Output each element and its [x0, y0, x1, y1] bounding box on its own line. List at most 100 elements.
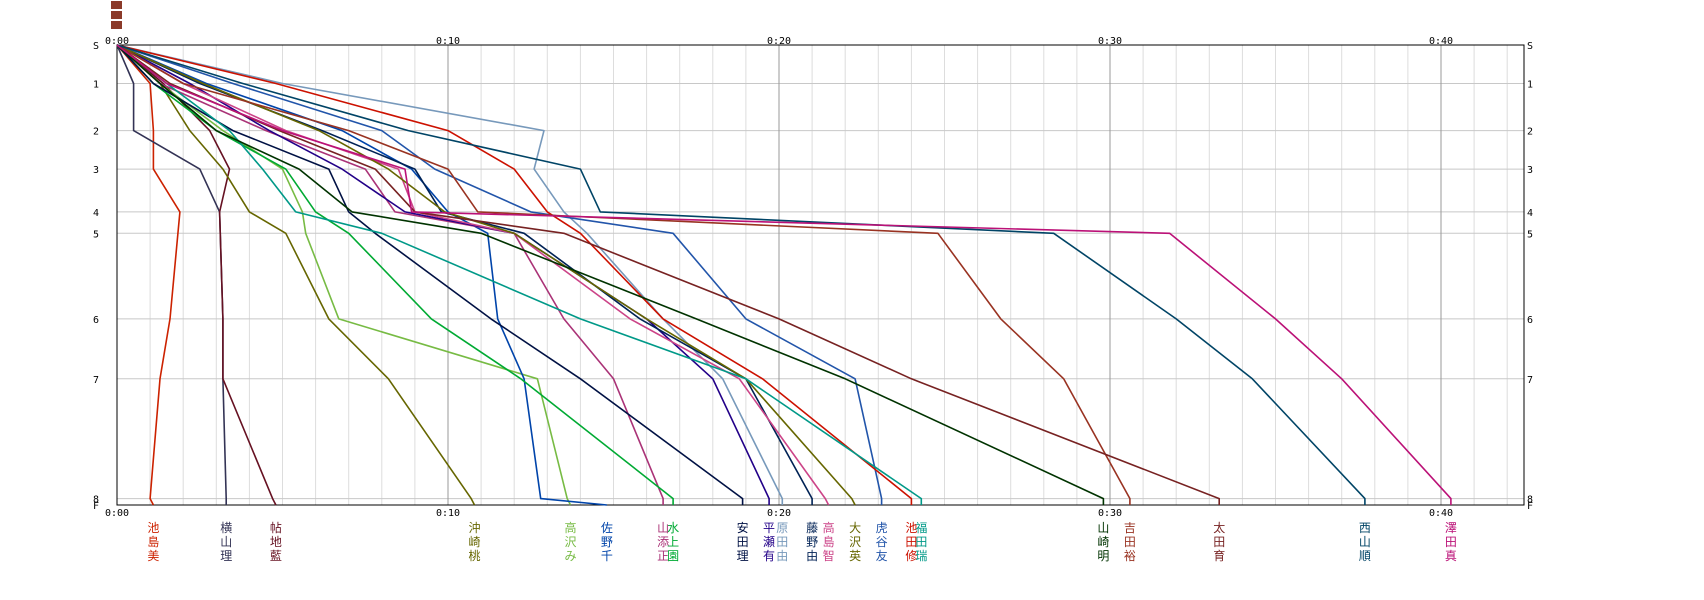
y-station-label-right: 5 — [1527, 229, 1533, 240]
series-line — [116, 44, 674, 505]
y-station-label-left: 5 — [93, 229, 99, 240]
series-name-char: 修 — [905, 548, 917, 563]
y-station-labels-right: S 1 2 3 4 5 6 7 8F — [1527, 41, 1533, 512]
series-name-char: 有 — [763, 549, 775, 563]
y-station-label-left: 7 — [93, 375, 99, 386]
series-name-char: 瀬 — [763, 535, 775, 549]
series-name-char: 地 — [270, 535, 282, 549]
series-name-char: 美 — [147, 549, 159, 563]
y-station-label-left: 2 — [93, 127, 99, 138]
series-name-char: 理 — [737, 549, 749, 563]
series-name-char: 添 — [657, 535, 669, 549]
x-tick-label-bottom: 0:20 — [767, 508, 791, 519]
series-name-char: 由 — [776, 549, 788, 563]
series-name-char: 澤 — [1445, 521, 1457, 535]
series-name-char: 田 — [1213, 535, 1225, 549]
plot-frame — [116, 44, 1525, 506]
series-name-char: 智 — [823, 548, 835, 563]
series-name-char: 原 — [776, 521, 788, 535]
series-line — [116, 44, 664, 505]
series-name-char: 高 — [564, 520, 576, 535]
series-line — [116, 44, 770, 505]
series-name-char: 山 — [657, 521, 669, 535]
series-name-label: 吉田裕 — [1124, 521, 1136, 563]
series-name-char: 太 — [1213, 520, 1225, 535]
legend-marker-stack — [111, 1, 122, 29]
series-name-char: 田 — [776, 535, 788, 549]
series-name-char: 順 — [1359, 549, 1371, 563]
series-name-char: 佐 — [601, 521, 613, 535]
series-name-char: 高 — [823, 520, 835, 535]
series-name-char: 谷 — [876, 535, 888, 549]
series-name-char: 沢 — [849, 535, 861, 549]
series-name-char: 池 — [147, 521, 159, 535]
series-name-label: 虎谷友 — [876, 521, 888, 563]
series-name-label: 原田由 — [776, 521, 788, 563]
series-name-char: 裕 — [1124, 548, 1136, 563]
x-tick-label-top: 0:10 — [436, 36, 460, 47]
series-name-char: 山 — [220, 535, 232, 549]
series-line — [116, 44, 607, 506]
series-line — [116, 44, 923, 505]
y-station-labels-left: S 1 2 3 4 5 6 7 8F — [93, 41, 99, 512]
series-line — [116, 44, 913, 505]
y-station-label-right: S — [1527, 41, 1533, 52]
series-name-char: 吉 — [1124, 521, 1136, 535]
series-name-char: 正 — [657, 549, 669, 563]
series-name-char: 瑞 — [915, 549, 927, 563]
series-name-label: 帖地藍 — [270, 520, 282, 563]
series-name-char: 島 — [147, 534, 159, 549]
x-tick-label-bottom: 0:30 — [1098, 508, 1122, 519]
series-name-char: 崎 — [1097, 535, 1109, 549]
series-name-char: 福 — [915, 520, 927, 535]
series-name-char: 野 — [601, 535, 613, 549]
series-name-char: 崎 — [468, 535, 480, 549]
series-line — [116, 44, 784, 505]
legend-marker — [111, 21, 122, 29]
series-name-char: 沖 — [468, 521, 480, 535]
series-name-label: 山崎明 — [1097, 521, 1109, 563]
series-name-char: 野 — [806, 535, 818, 549]
series-name-label: 水上園 — [667, 521, 679, 563]
x-tick-label-top: 0:40 — [1429, 36, 1453, 47]
series-name-char: 田 — [915, 535, 927, 549]
x-tick-label-top: 0:00 — [105, 36, 129, 47]
series-name-char: 虎 — [876, 521, 888, 535]
series-name-char: 山 — [1359, 535, 1371, 549]
legend-marker — [111, 11, 122, 19]
series-line — [116, 44, 572, 506]
series-name-char: み — [564, 549, 576, 563]
series-name-label: 横山理 — [220, 521, 232, 563]
series-line — [116, 44, 830, 506]
series-name-char: 園 — [667, 549, 679, 563]
series-name-label: 西山順 — [1359, 521, 1371, 563]
y-station-label-left: 4 — [93, 208, 99, 219]
series-line — [116, 44, 476, 506]
x-tick-label-bottom: 0:40 — [1429, 508, 1453, 519]
series-name-char: 池 — [905, 521, 917, 535]
series-name-char: 真 — [1445, 549, 1457, 563]
series-line — [116, 44, 883, 505]
y-station-label-left: 6 — [93, 315, 99, 326]
series-name-char: 平 — [763, 521, 775, 535]
series-name-char: 友 — [876, 549, 888, 563]
series-name-label: 高島智 — [823, 520, 835, 563]
series-name-char: 藍 — [270, 549, 282, 563]
y-station-label-right: 7 — [1527, 375, 1533, 386]
series-name-char: 桃 — [468, 548, 480, 563]
series-name-char: 沢 — [564, 535, 576, 549]
series-line — [116, 44, 181, 506]
series-name-char: 上 — [667, 535, 679, 549]
series-name-char: 島 — [823, 534, 835, 549]
series-name-char: 横 — [220, 521, 232, 535]
series-name-char: 藤 — [806, 521, 818, 535]
y-station-label-left: 1 — [93, 80, 99, 91]
x-tick-label-bottom: 0:00 — [105, 508, 129, 519]
series-name-char: 田 — [1445, 535, 1457, 549]
y-station-label-right: 3 — [1527, 165, 1533, 176]
series-name-label: 福田瑞 — [915, 520, 927, 563]
series-name-label: 藤野由 — [806, 521, 818, 563]
series-line — [116, 44, 856, 506]
series-line — [116, 44, 1131, 505]
